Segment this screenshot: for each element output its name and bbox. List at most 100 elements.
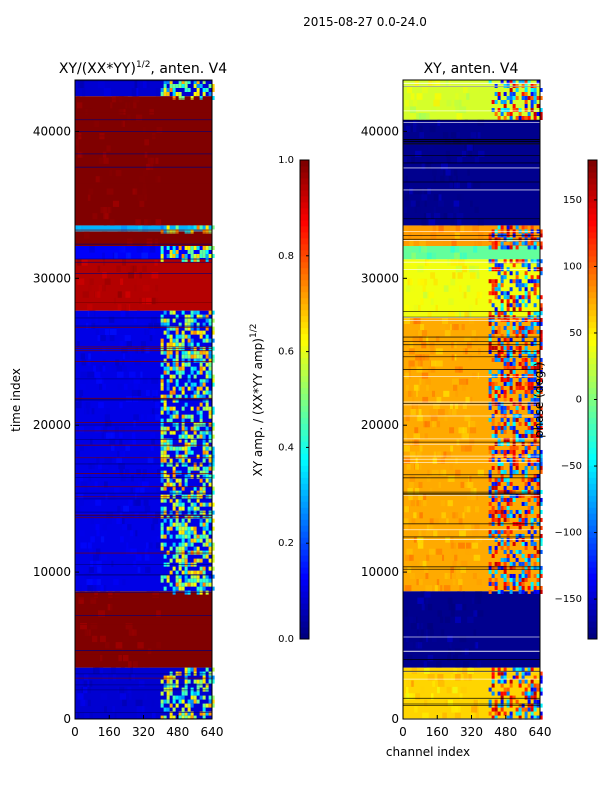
heatmap-cell — [208, 454, 212, 459]
heatmap-texture — [114, 712, 117, 719]
heatmap-cell — [160, 470, 164, 475]
heatmap-cell — [527, 325, 531, 330]
heatmap-cell — [199, 330, 203, 335]
heatmap-cell — [175, 490, 179, 495]
colorbar-segment — [300, 471, 309, 478]
heatmap-texture — [470, 132, 477, 139]
heatmap-texture — [405, 99, 410, 107]
heatmap-texture — [98, 610, 105, 617]
heatmap-cell — [491, 675, 495, 680]
heatmap-texture — [142, 80, 147, 89]
heatmap-cell — [506, 513, 510, 518]
heatmap-cell — [193, 426, 197, 431]
heatmap-cell — [202, 486, 206, 491]
heatmap-cell — [533, 541, 537, 546]
heatmap-cell — [521, 96, 525, 100]
heatmap-texture — [453, 342, 457, 349]
heatmap-cell — [515, 108, 519, 112]
heatmap-texture — [462, 591, 465, 598]
heatmap-cell — [187, 514, 191, 519]
heatmap-cell — [506, 541, 510, 546]
heatmap-texture — [433, 402, 440, 410]
heatmap-cell — [175, 84, 179, 88]
heatmap-cell — [527, 112, 531, 116]
heatmap-cell — [494, 485, 498, 490]
heatmap-cell — [530, 537, 534, 542]
heatmap-texture — [432, 252, 437, 260]
heatmap-cell — [533, 421, 537, 426]
heatmap-cell — [533, 589, 537, 594]
heatmap-texture — [461, 433, 466, 440]
heatmap-cell — [169, 84, 173, 88]
heatmap-texture — [420, 591, 425, 598]
heatmap-texture — [146, 414, 154, 421]
heatmap-cell — [488, 341, 492, 346]
heatmap-texture — [115, 481, 123, 488]
heatmap-cell — [536, 549, 540, 554]
heatmap-cell — [539, 715, 543, 720]
heatmap-cell — [506, 501, 510, 506]
heatmap-cell — [539, 108, 543, 112]
heatmap-cell — [539, 233, 543, 238]
heatmap-cell — [494, 517, 498, 522]
heatmap-texture — [137, 347, 142, 354]
heatmap-texture — [454, 554, 458, 561]
heatmap-texture — [76, 145, 80, 152]
heatmap-cell — [172, 466, 176, 471]
heatmap-texture — [468, 674, 472, 681]
heatmap-cell — [524, 687, 528, 692]
colorbar-segment — [300, 609, 309, 616]
heatmap-cell — [503, 573, 507, 578]
heatmap-cell — [184, 350, 188, 355]
heatmap-texture — [432, 635, 437, 643]
heatmap-cell — [527, 683, 531, 688]
heatmap-cell — [184, 394, 188, 399]
heatmap-cell — [491, 707, 495, 712]
heatmap-cell — [184, 667, 188, 672]
heatmap-cell — [533, 687, 537, 692]
heatmap-texture — [144, 623, 151, 630]
heatmap-cell — [539, 421, 543, 426]
heatmap-cell — [163, 707, 167, 712]
heatmap-cell — [506, 295, 510, 300]
heatmap-cell — [199, 84, 203, 88]
heatmap-cell — [521, 337, 525, 342]
heatmap-cell — [199, 462, 203, 467]
heatmap-cell — [169, 418, 173, 423]
heatmap-cell — [497, 469, 501, 474]
heatmap-cell — [211, 406, 215, 411]
heatmap-cell — [193, 466, 197, 471]
heatmap-cell — [193, 390, 197, 395]
heatmap-texture — [436, 396, 442, 403]
heatmap-cell — [518, 325, 522, 330]
heatmap-cell — [172, 362, 176, 367]
heatmap-cell — [175, 330, 179, 335]
heatmap-texture — [409, 342, 414, 349]
heatmap-cell — [497, 325, 501, 330]
heatmap-texture — [462, 86, 468, 94]
heatmap-cell — [202, 695, 206, 700]
heatmap-cell — [187, 474, 191, 479]
heatmap-texture — [108, 157, 115, 164]
heatmap-cell — [208, 550, 212, 555]
heatmap-cell — [488, 449, 492, 454]
heatmap-texture — [144, 554, 151, 561]
heatmap-cell — [536, 553, 540, 558]
heatmap-texture — [108, 304, 114, 311]
heatmap-texture — [116, 371, 124, 378]
heatmap-cell — [539, 245, 543, 250]
heatmap-cell — [208, 354, 212, 359]
heatmap-cell — [190, 506, 194, 511]
colorbar-segment — [300, 303, 309, 311]
heatmap-cell — [491, 513, 495, 518]
heatmap-texture — [150, 444, 154, 451]
heatmap-texture — [433, 278, 438, 286]
heatmap-cell — [539, 433, 543, 438]
heatmap-texture — [464, 336, 471, 343]
heatmap-cell — [163, 470, 167, 475]
heatmap-cell — [515, 303, 519, 308]
heatmap-cell — [205, 667, 209, 672]
heatmap-cell — [497, 283, 501, 288]
